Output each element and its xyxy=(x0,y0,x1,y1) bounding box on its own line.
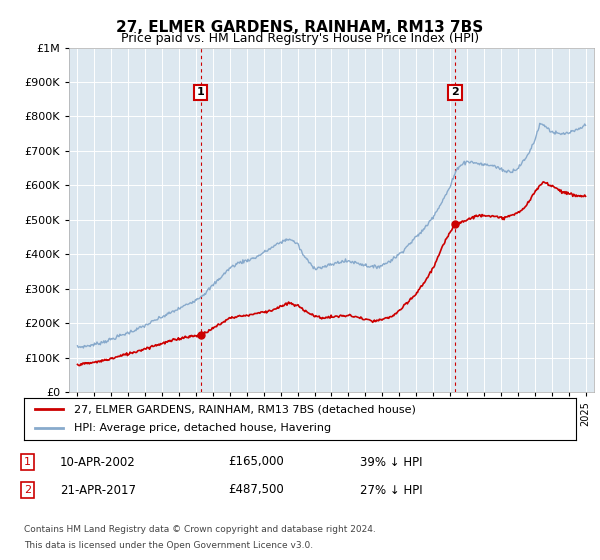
Text: 2: 2 xyxy=(24,485,31,495)
Text: £487,500: £487,500 xyxy=(228,483,284,497)
Text: 10-APR-2002: 10-APR-2002 xyxy=(60,455,136,469)
Text: This data is licensed under the Open Government Licence v3.0.: This data is licensed under the Open Gov… xyxy=(24,542,313,550)
Text: 27, ELMER GARDENS, RAINHAM, RM13 7BS: 27, ELMER GARDENS, RAINHAM, RM13 7BS xyxy=(116,20,484,35)
Text: £165,000: £165,000 xyxy=(228,455,284,469)
Text: Contains HM Land Registry data © Crown copyright and database right 2024.: Contains HM Land Registry data © Crown c… xyxy=(24,525,376,534)
Text: Price paid vs. HM Land Registry's House Price Index (HPI): Price paid vs. HM Land Registry's House … xyxy=(121,32,479,45)
Text: 1: 1 xyxy=(197,87,205,97)
Text: 21-APR-2017: 21-APR-2017 xyxy=(60,483,136,497)
Text: 27% ↓ HPI: 27% ↓ HPI xyxy=(360,483,422,497)
Text: 27, ELMER GARDENS, RAINHAM, RM13 7BS (detached house): 27, ELMER GARDENS, RAINHAM, RM13 7BS (de… xyxy=(74,404,416,414)
Text: 39% ↓ HPI: 39% ↓ HPI xyxy=(360,455,422,469)
Text: HPI: Average price, detached house, Havering: HPI: Average price, detached house, Have… xyxy=(74,423,331,433)
Text: 2: 2 xyxy=(451,87,459,97)
Text: 1: 1 xyxy=(24,457,31,467)
